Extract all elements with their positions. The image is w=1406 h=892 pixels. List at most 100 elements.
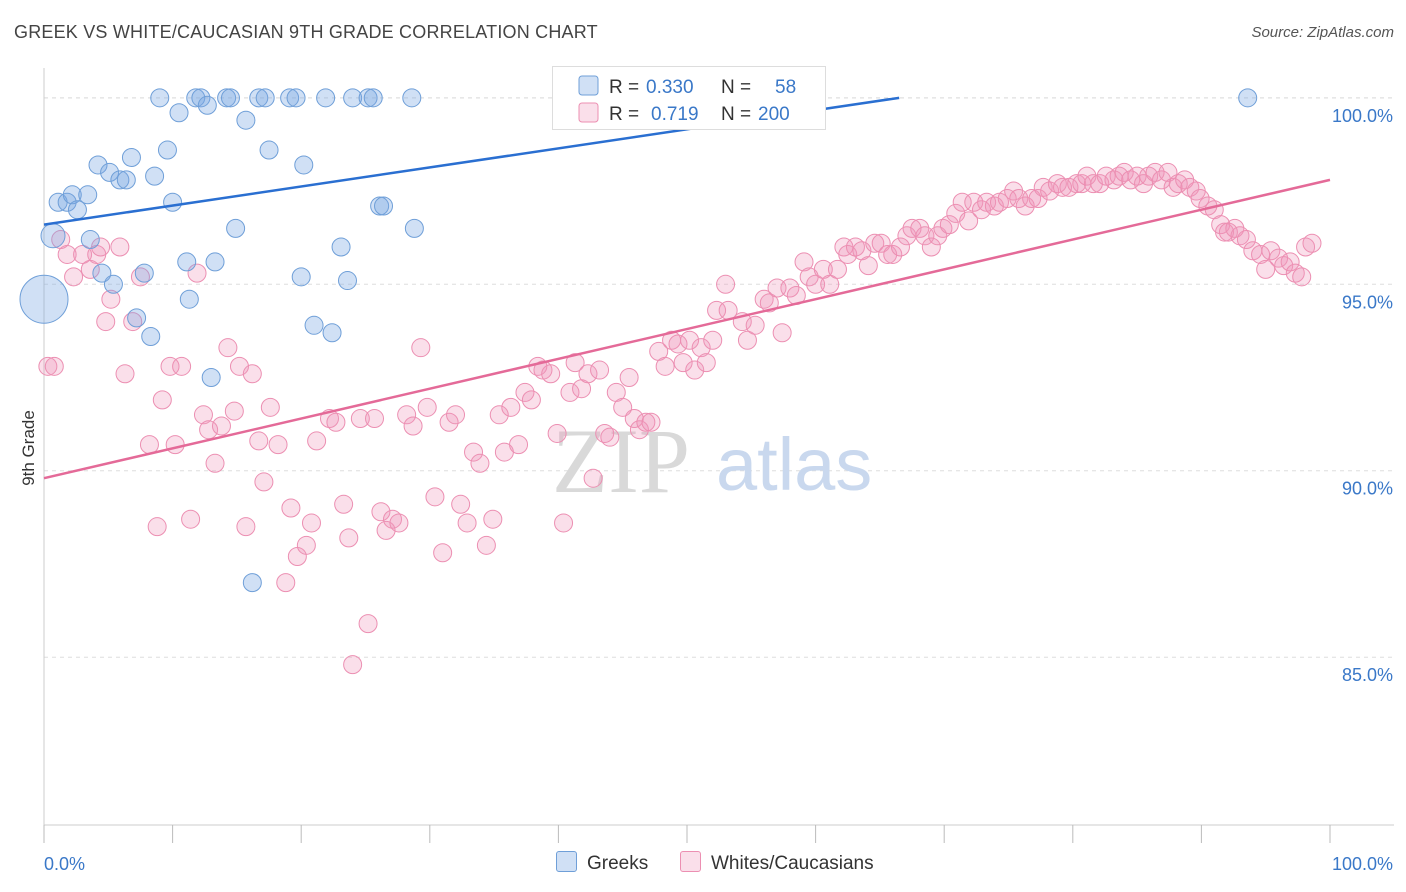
greek-point (286, 88, 306, 108)
white-caucasian-point (489, 405, 509, 425)
white-caucasian-point (1190, 189, 1210, 209)
white-caucasian-point (425, 487, 445, 507)
white-caucasian-point (959, 211, 979, 231)
greek-point (145, 166, 165, 186)
white-caucasian-point (1296, 237, 1316, 257)
white-caucasian-point (334, 494, 354, 514)
white-caucasian-point (301, 513, 321, 533)
greek-point (304, 315, 324, 335)
x-tick-label: 0.0% (44, 854, 85, 874)
white-caucasian-point (296, 535, 316, 555)
greek-point (291, 267, 311, 287)
white-caucasian-point (772, 323, 792, 343)
white-caucasian-point (343, 655, 363, 675)
white-caucasian-point (268, 435, 288, 455)
white-caucasian-point (933, 218, 953, 238)
greeks-swatch (556, 851, 577, 872)
greek-point (177, 252, 197, 272)
white-caucasian-point (1280, 252, 1300, 272)
legend-item-whites: Whites/Caucasians (680, 851, 874, 875)
white-caucasian-point (1261, 241, 1281, 261)
white-caucasian-point (1067, 174, 1087, 194)
greek-point (404, 218, 424, 238)
white-caucasian-point (64, 267, 84, 287)
greek-point (62, 185, 82, 205)
correlation-legend: R = 0.330 N = 58 R = 0.719 N = 200 (552, 66, 826, 130)
white-caucasian-point (457, 513, 477, 533)
white-caucasian-point (199, 420, 219, 440)
greek-point (163, 192, 183, 212)
white-caucasian-point (745, 315, 765, 335)
greek-point (116, 170, 136, 190)
greek-point (141, 326, 161, 346)
white-caucasian-point (1090, 174, 1110, 194)
white-caucasian-point (115, 364, 135, 384)
white-caucasian-point (1218, 222, 1238, 242)
greek-point (186, 88, 206, 108)
white-caucasian-point (358, 614, 378, 634)
legend-swatch-greeks (578, 75, 599, 96)
white-caucasian-point (224, 401, 244, 421)
white-caucasian-point (1256, 259, 1276, 279)
white-caucasian-point (152, 390, 172, 410)
white-caucasian-point (865, 233, 885, 253)
greek-point (80, 230, 100, 250)
greek-point (337, 271, 357, 291)
greek-point (322, 323, 342, 343)
white-caucasian-point (890, 237, 910, 257)
white-caucasian-point (1114, 162, 1134, 182)
white-caucasian-point (1121, 170, 1141, 190)
zipatlas-watermark: ZIP atlas (552, 410, 872, 512)
white-caucasian-point (433, 543, 453, 563)
greek-point (255, 88, 275, 108)
greek-point (110, 170, 130, 190)
white-caucasian-point (578, 364, 598, 384)
y-axis-label: 9th Grade (19, 410, 38, 486)
greek-point (134, 263, 154, 283)
white-caucasian-point (439, 412, 459, 432)
white-caucasian-point (181, 509, 201, 529)
white-caucasian-point (1047, 174, 1067, 194)
white-caucasian-point (218, 338, 238, 358)
greek-point (179, 289, 199, 309)
source-credit: Source: ZipAtlas.com (1251, 24, 1394, 41)
white-caucasian-point (1230, 226, 1250, 246)
white-caucasian-point (389, 513, 409, 533)
white-caucasian-point (307, 431, 327, 451)
white-caucasian-point (921, 237, 941, 257)
white-caucasian-point (96, 312, 116, 332)
white-caucasian-point (476, 535, 496, 555)
white-caucasian-point (1163, 177, 1183, 197)
white-caucasian-point (1033, 177, 1053, 197)
greek-point (92, 263, 112, 283)
white-caucasian-point (780, 278, 800, 298)
tick-labels: 85.0% 90.0% 95.0% 100.0% 0.0% 100.0% (44, 106, 1393, 874)
white-caucasian-point (636, 412, 656, 432)
white-caucasian-point (583, 468, 603, 488)
white-caucasian-point (147, 517, 167, 537)
y-tick-label: 100.0% (1332, 106, 1393, 126)
greeks-series (19, 88, 1258, 593)
white-caucasian-point (1251, 244, 1271, 264)
greek-point (197, 95, 217, 115)
white-caucasian-point (673, 353, 693, 373)
legend-label-whites: Whites/Caucasians (711, 853, 874, 874)
white-caucasian-point (1104, 170, 1124, 190)
greek-point (100, 162, 120, 182)
white-caucasian-point (123, 312, 143, 332)
greek-point (78, 185, 98, 205)
white-caucasian-point (668, 334, 688, 354)
greek-point (363, 88, 383, 108)
whites-swatch (680, 851, 701, 872)
white-caucasian-point (1274, 256, 1294, 276)
white-caucasian-point (236, 517, 256, 537)
y-tick-label: 85.0% (1342, 665, 1393, 685)
white-caucasian-point (403, 416, 423, 436)
white-caucasian-point (952, 192, 972, 212)
white-caucasian-point (281, 498, 301, 518)
legend-r-label-greeks: R = (609, 77, 639, 98)
white-caucasian-point (1127, 166, 1147, 186)
white-caucasian-point (1022, 189, 1042, 209)
legend-r-label-whites: R = (609, 104, 639, 125)
watermark-atlas: atlas (716, 423, 872, 506)
